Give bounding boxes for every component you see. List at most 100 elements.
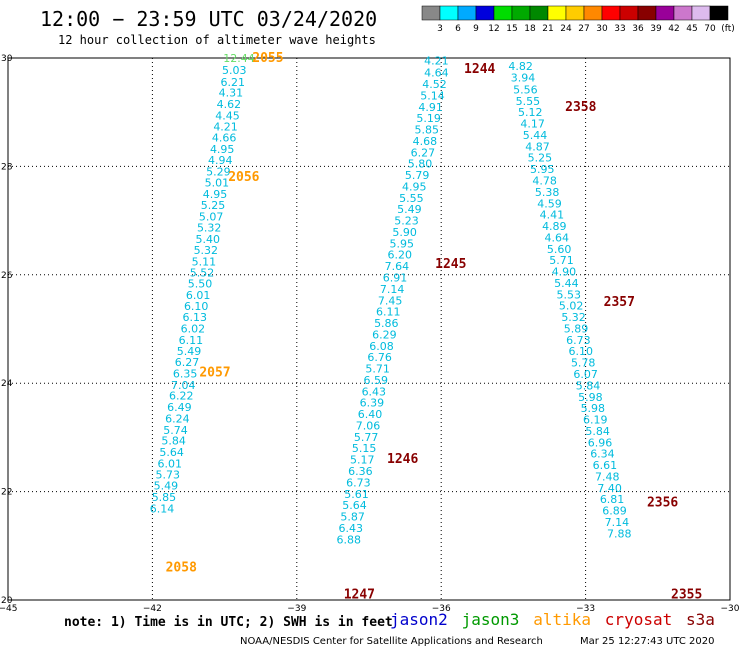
colorbar-swatch — [601, 5, 621, 21]
swh-value: 6.01 — [157, 457, 182, 470]
swh-value: 5.40 — [196, 233, 221, 246]
swh-value: 6.34 — [590, 448, 615, 461]
swh-value: 4.87 — [525, 140, 550, 153]
swh-value: 4.31 — [219, 87, 244, 100]
swh-value: 7.48 — [595, 470, 620, 483]
colorbar-label: 12 — [488, 24, 499, 34]
colorbar-label: 15 — [506, 24, 517, 34]
swh-value: 6.73 — [566, 334, 591, 347]
x-tick-label: −42 — [143, 604, 162, 614]
axis-ticks: −45 −42 −39 −36 −33 −30 20 22 24 26 28 30 — [0, 54, 740, 614]
x-tick-label: −39 — [287, 604, 306, 614]
swh-value: 6.10 — [569, 345, 594, 358]
colorbar-swatch — [475, 5, 495, 21]
swh-value: 5.73 — [156, 468, 181, 481]
legend-s3a: s3a — [686, 610, 715, 629]
swh-value: 6.43 — [338, 522, 363, 535]
pass-time-label: 2355 — [671, 588, 702, 603]
swh-value: 4.41 — [540, 209, 565, 222]
swh-value: 6.73 — [346, 476, 371, 489]
colorbar-label: 42 — [668, 24, 679, 34]
y-tick-label: 22 — [1, 488, 12, 498]
swh-value: 5.49 — [154, 480, 179, 493]
swh-value: 5.85 — [152, 491, 177, 504]
swh-value: 7.06 — [356, 419, 381, 432]
swh-value: 5.80 — [408, 158, 433, 171]
pass-time-label: 2358 — [565, 100, 596, 115]
colorbar-label: 6 — [455, 24, 461, 34]
swh-value: 5.61 — [344, 488, 369, 501]
y-tick-label: 28 — [1, 162, 13, 172]
swh-value: 4.66 — [212, 132, 237, 145]
swh-value: 6.01 — [186, 289, 211, 302]
swh-value: 5.79 — [405, 169, 430, 182]
swh-value: 5.95 — [389, 237, 414, 250]
swh-value: 6.11 — [179, 334, 204, 347]
swh-value: 7.40 — [597, 482, 622, 495]
swh-value: 4.90 — [552, 266, 577, 279]
colorbar-swatch — [565, 5, 585, 21]
swh-value: 5.84 — [576, 379, 601, 392]
swh-value: 6.91 — [383, 272, 408, 285]
swh-value: 5.07 — [199, 210, 224, 223]
swh-value: 4.94 — [208, 154, 233, 167]
colorbar-label: 24 — [560, 24, 572, 34]
swh-value: 5.85 — [415, 124, 440, 137]
legend-cryosat: cryosat — [605, 610, 672, 629]
swh-value: 6.02 — [181, 322, 206, 335]
swh-value: 5.03 — [222, 64, 247, 77]
swh-value: 5.64 — [342, 499, 367, 512]
swh-value: 5.77 — [354, 431, 379, 444]
swh-value: 6.35 — [173, 367, 198, 380]
swh-value: 6.29 — [372, 328, 397, 341]
colorbar-swatch — [655, 5, 675, 21]
colorbar: 3 6 9 12 15 18 21 24 27 30 33 36 39 42 45 70 (ft) — [421, 5, 735, 34]
swh-value: 5.95 — [530, 163, 555, 176]
swh-value: 5.60 — [547, 243, 572, 256]
colorbar-label: (ft) — [721, 24, 735, 34]
swh-value: 5.23 — [394, 215, 419, 228]
swh-value: 5.55 — [516, 95, 541, 108]
swh-value: 5.11 — [192, 255, 217, 268]
pass-time-label: 2357 — [604, 295, 635, 310]
pass-time-label: 1244 — [464, 62, 495, 77]
swh-value: 5.25 — [201, 199, 226, 212]
colorbar-swatch — [529, 5, 549, 21]
swh-value: 4.21 — [424, 55, 449, 68]
swh-value: 6.13 — [183, 311, 208, 324]
swh-value: 7.04 — [171, 379, 196, 392]
swh-value: 3.94 — [511, 72, 536, 85]
swh-value: 5.71 — [365, 363, 390, 376]
colorbar-swatch — [547, 5, 567, 21]
swh-value: 6.36 — [348, 465, 373, 478]
satellite-legend: jason2 jason3 altika cryosat s3a — [390, 610, 715, 629]
swh-value: 5.17 — [350, 454, 375, 467]
colorbar-swatch — [511, 5, 531, 21]
swh-value: 5.29 — [206, 165, 231, 178]
swh-value: 4.17 — [520, 118, 545, 131]
swh-value: 6.40 — [358, 408, 383, 421]
colorbar-swatch — [637, 5, 657, 21]
swh-value: 4.62 — [217, 98, 242, 111]
swh-value: 7.88 — [607, 527, 632, 540]
colorbar-label: 36 — [632, 24, 644, 34]
swh-value: 4.52 — [422, 78, 447, 91]
swh-value: 6.43 — [362, 385, 387, 398]
swh-value: 5.32 — [194, 244, 219, 257]
swh-value: 12.44 — [223, 52, 255, 65]
pass-time-label: 2356 — [647, 495, 678, 510]
y-tick-label: 30 — [1, 54, 13, 64]
swh-value: 4.95 — [402, 180, 427, 193]
swh-value: 5.84 — [585, 425, 610, 438]
colorbar-label: 70 — [704, 24, 716, 34]
swh-value: 4.21 — [213, 120, 238, 133]
swh-value: 6.20 — [388, 249, 413, 262]
swh-value: 6.61 — [593, 459, 618, 472]
colorbar-swatch — [709, 5, 729, 21]
swh-value: 5.50 — [188, 277, 213, 290]
swh-value: 6.88 — [337, 533, 362, 546]
swh-value: 4.82 — [508, 60, 533, 73]
y-tick-label: 20 — [1, 596, 13, 606]
legend-altika: altika — [533, 610, 591, 629]
